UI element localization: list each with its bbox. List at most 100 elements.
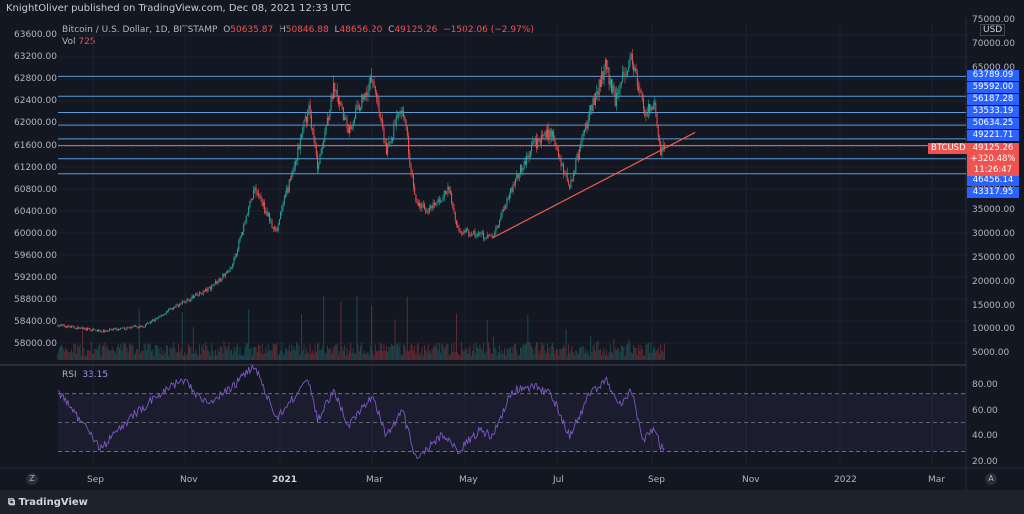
- zoom-button[interactable]: Z: [26, 473, 38, 485]
- volume-bar: [499, 345, 501, 360]
- volume-bar: [508, 347, 510, 360]
- volume-bar: [453, 342, 455, 360]
- candle-body: [476, 235, 478, 236]
- volume-bar: [117, 343, 119, 360]
- candle-body: [427, 211, 429, 213]
- volume-bar: [613, 338, 615, 360]
- candle-body: [101, 331, 103, 333]
- candle-body: [347, 128, 349, 134]
- candle-body: [645, 115, 647, 117]
- volume-bar: [187, 344, 189, 360]
- volume-bar: [133, 354, 135, 360]
- candle-body: [162, 314, 164, 316]
- volume-bar: [318, 343, 320, 360]
- volume-bar: [372, 350, 374, 360]
- volume-bar: [255, 347, 257, 360]
- candle-body: [593, 98, 595, 105]
- volume-bar: [243, 355, 245, 360]
- candle-body: [280, 211, 282, 220]
- volume-bar: [624, 355, 626, 360]
- candle-body: [134, 326, 136, 327]
- candle-body: [349, 126, 351, 134]
- candle-body: [165, 311, 167, 314]
- volume-bar: [180, 348, 182, 360]
- volume-bar: [417, 342, 419, 360]
- volume-bar: [293, 345, 295, 360]
- candle-body: [233, 259, 235, 264]
- candle-body: [489, 235, 491, 237]
- left-axis-tick: 60800.00: [14, 184, 57, 195]
- candle-body: [253, 189, 255, 200]
- volume-bar: [431, 348, 433, 360]
- candle-body: [378, 101, 380, 113]
- volume-bar: [660, 344, 662, 360]
- candle-body: [355, 109, 357, 119]
- candle-body: [229, 267, 231, 271]
- volume-bar: [271, 349, 273, 360]
- close-label: C: [388, 25, 395, 35]
- volume-bar: [412, 350, 414, 360]
- auto-scale-button[interactable]: A: [985, 473, 997, 485]
- volume-bar: [98, 346, 100, 360]
- candle-body: [567, 180, 569, 185]
- candle-body: [654, 102, 656, 105]
- candle-body: [518, 174, 520, 179]
- candle-body: [426, 211, 428, 213]
- volume-bar: [101, 346, 103, 360]
- volume-bar: [287, 350, 289, 360]
- candle-body: [103, 329, 105, 332]
- volume-bar: [588, 355, 590, 360]
- candle-body: [622, 72, 624, 83]
- volume-bar: [528, 342, 530, 360]
- volume-bar: [635, 348, 637, 360]
- volume-bar: [179, 351, 181, 360]
- candle-body: [371, 75, 373, 81]
- volume-bar: [523, 344, 525, 360]
- candle-body: [483, 232, 485, 239]
- volume-bar: [278, 353, 280, 360]
- candle-body: [588, 110, 590, 121]
- volume-bar: [302, 350, 304, 360]
- candle-body: [114, 328, 116, 330]
- candle-body: [376, 92, 378, 98]
- candle-body: [444, 190, 446, 194]
- candle-body: [404, 116, 406, 120]
- volume-bar: [136, 349, 138, 360]
- right-axis-tick: 40000.00: [972, 182, 1015, 192]
- volume-bar: [566, 355, 568, 360]
- open-value: 50635.87: [230, 25, 274, 35]
- candle-body: [171, 308, 173, 310]
- candle-body: [372, 80, 374, 82]
- volume-bar: [527, 314, 529, 360]
- volume-bar: [626, 344, 628, 360]
- volume-bar: [213, 355, 215, 360]
- volume-bar: [446, 343, 448, 360]
- volume-bar: [301, 314, 303, 360]
- volume-bar: [577, 353, 579, 360]
- candle-body: [547, 129, 549, 138]
- volume-bar: [447, 344, 449, 360]
- candle-body: [521, 165, 523, 172]
- volume-bar: [77, 345, 79, 360]
- candle-body: [136, 326, 138, 327]
- currency-label[interactable]: USD: [980, 24, 1006, 36]
- volume-bar: [500, 353, 502, 360]
- volume-bar: [360, 345, 362, 360]
- vol-label: Vol: [62, 37, 76, 47]
- candle-body: [577, 154, 579, 160]
- volume-bar: [125, 342, 127, 360]
- candle-body: [166, 310, 168, 312]
- candle-body: [72, 326, 74, 327]
- volume-bar: [538, 353, 540, 360]
- candle-body: [624, 73, 626, 76]
- volume-bar: [650, 342, 652, 360]
- left-axis-tick: 59600.00: [14, 251, 57, 261]
- volume-bar: [609, 344, 611, 360]
- volume-bar: [356, 295, 358, 360]
- candle-body: [569, 184, 571, 189]
- volume-bar: [655, 350, 657, 360]
- candle-body: [59, 324, 61, 326]
- volume-bar: [647, 342, 649, 360]
- candle-body: [75, 328, 77, 330]
